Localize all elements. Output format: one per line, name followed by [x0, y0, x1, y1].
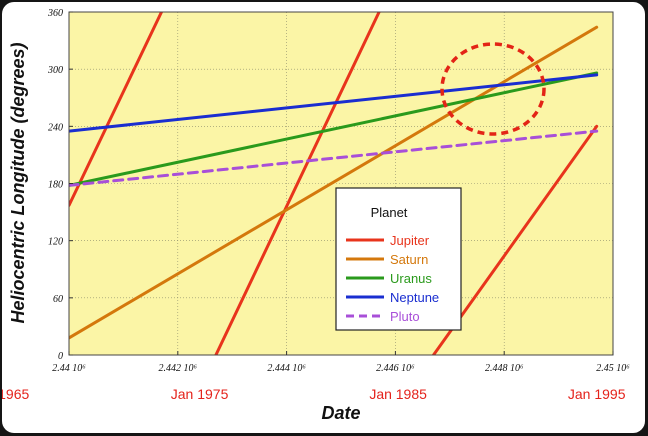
y-tick-label: 60 [53, 294, 63, 305]
x-tick-label: 2.45 10⁶ [596, 363, 630, 374]
y-tick-label: 0 [58, 351, 63, 362]
series-line-uranus [69, 71, 599, 187]
date-label: Jan 1975 [171, 386, 229, 402]
legend-title: Planet [371, 205, 408, 220]
x-axis-title: Date [321, 403, 360, 423]
y-tick-label: 240 [48, 122, 63, 133]
series-line-pluto [69, 129, 599, 187]
series-line-neptune [69, 73, 599, 133]
y-axis-title: Heliocentric Longitude (degrees) [8, 42, 28, 323]
y-tick-label: 180 [48, 180, 63, 191]
x-tick-label: 2.444 10⁶ [267, 363, 306, 374]
x-tick-label: 2.442 10⁶ [159, 363, 198, 374]
axis-layer: 0 60 120 180 240 300 360 2.44 10⁶ 2.442 10⁶ 2.444… [2, 8, 630, 402]
highlight-circle [440, 42, 546, 136]
x-tick-label: 2.446 10⁶ [376, 363, 415, 374]
legend-label-saturn: Saturn [390, 252, 428, 267]
legend-label-pluto: Pluto [390, 309, 420, 324]
date-label: Jan 1995 [568, 386, 626, 402]
date-label: Jan 1965 [2, 386, 29, 402]
date-label: Jan 1985 [369, 386, 427, 402]
grid [69, 12, 613, 355]
x-tick-label: 2.44 10⁶ [52, 363, 86, 374]
y-tick-label: 360 [47, 8, 63, 19]
y-tick-label: 300 [47, 65, 63, 76]
legend: Planet Jupiter Saturn Uranus Neptune Pluto [335, 187, 462, 331]
legend-label-jupiter: Jupiter [390, 233, 430, 248]
y-tick-label: 120 [48, 237, 63, 248]
legend-label-uranus: Uranus [390, 271, 432, 286]
legend-label-neptune: Neptune [390, 290, 439, 305]
series-line-saturn [69, 25, 599, 340]
series-line-jupiter [214, 12, 381, 355]
series-line-jupiter [69, 12, 163, 207]
x-tick-label: 2.448 10⁶ [485, 363, 524, 374]
